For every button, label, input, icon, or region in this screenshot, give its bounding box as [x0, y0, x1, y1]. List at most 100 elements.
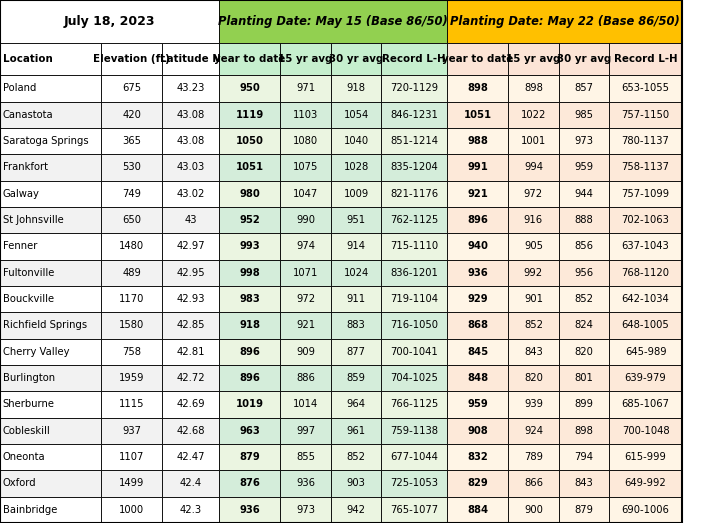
Text: Canastota: Canastota — [3, 110, 53, 120]
Text: 43: 43 — [184, 215, 197, 225]
Bar — [447, 180, 508, 207]
Text: 824: 824 — [574, 321, 593, 331]
Bar — [609, 497, 682, 523]
Bar — [381, 339, 447, 365]
Bar — [101, 75, 162, 101]
Text: 918: 918 — [239, 321, 260, 331]
Bar — [331, 418, 381, 444]
Bar — [559, 233, 609, 259]
Text: 937: 937 — [122, 426, 141, 436]
Text: 1050: 1050 — [236, 136, 264, 146]
Text: 42.69: 42.69 — [176, 400, 205, 410]
Bar — [447, 444, 508, 470]
Text: 852: 852 — [524, 321, 543, 331]
Text: 898: 898 — [524, 84, 543, 94]
Bar — [331, 128, 381, 154]
Text: 794: 794 — [574, 452, 593, 462]
Bar — [219, 365, 280, 391]
Bar — [101, 391, 162, 418]
Bar — [381, 365, 447, 391]
Text: Record L-H: Record L-H — [614, 54, 678, 64]
Text: 829: 829 — [467, 479, 488, 488]
Text: Bainbridge: Bainbridge — [3, 505, 57, 515]
Bar — [219, 259, 280, 286]
Text: 929: 929 — [467, 294, 488, 304]
Bar — [381, 233, 447, 259]
Text: 956: 956 — [574, 268, 593, 278]
Bar — [0, 470, 101, 497]
Bar — [447, 75, 508, 101]
Text: 972: 972 — [524, 189, 543, 199]
Text: 43.08: 43.08 — [176, 136, 205, 146]
Bar — [162, 391, 219, 418]
Text: 685-1067: 685-1067 — [621, 400, 670, 410]
Bar — [381, 207, 447, 233]
Text: 846-1231: 846-1231 — [390, 110, 438, 120]
Bar — [508, 207, 559, 233]
Text: 637-1043: 637-1043 — [621, 242, 669, 252]
Bar — [101, 339, 162, 365]
Text: 42.93: 42.93 — [176, 294, 205, 304]
Text: 918: 918 — [347, 84, 366, 94]
Text: Oxford: Oxford — [3, 479, 37, 488]
Bar — [280, 286, 331, 312]
Bar — [162, 312, 219, 339]
Bar — [609, 233, 682, 259]
Bar — [447, 43, 508, 75]
Bar — [280, 207, 331, 233]
Text: 959: 959 — [467, 400, 488, 410]
Bar — [219, 128, 280, 154]
Bar — [0, 75, 101, 101]
Text: 924: 924 — [524, 426, 543, 436]
Bar — [0, 312, 101, 339]
Text: 42.4: 42.4 — [179, 479, 202, 488]
Bar — [508, 418, 559, 444]
Bar — [331, 233, 381, 259]
Text: 15 yr avg: 15 yr avg — [278, 54, 333, 64]
Text: 848: 848 — [467, 373, 488, 383]
Text: 645-989: 645-989 — [625, 347, 666, 357]
Text: 896: 896 — [239, 373, 260, 383]
Text: 719-1104: 719-1104 — [390, 294, 438, 304]
Bar — [0, 339, 101, 365]
Text: 821-1176: 821-1176 — [390, 189, 438, 199]
Text: 765-1077: 765-1077 — [390, 505, 438, 515]
Bar — [508, 312, 559, 339]
Text: 903: 903 — [347, 479, 366, 488]
Bar — [381, 286, 447, 312]
Text: 884: 884 — [467, 505, 488, 515]
Bar — [331, 391, 381, 418]
Text: Poland: Poland — [3, 84, 36, 94]
Bar — [162, 43, 219, 75]
Bar — [559, 207, 609, 233]
Bar — [280, 444, 331, 470]
Bar — [559, 154, 609, 180]
Bar — [609, 444, 682, 470]
Bar — [609, 391, 682, 418]
Bar — [280, 497, 331, 523]
Bar — [447, 259, 508, 286]
Bar — [559, 75, 609, 101]
Bar — [559, 286, 609, 312]
Text: Planting Date: May 15 (Base 86/50): Planting Date: May 15 (Base 86/50) — [218, 15, 448, 28]
Text: 973: 973 — [296, 505, 315, 515]
Bar — [331, 207, 381, 233]
Text: 959: 959 — [574, 163, 593, 173]
Bar — [331, 101, 381, 128]
Bar — [219, 207, 280, 233]
Bar — [559, 391, 609, 418]
Bar — [447, 233, 508, 259]
Bar — [162, 444, 219, 470]
Bar — [609, 207, 682, 233]
Bar — [559, 259, 609, 286]
Bar — [101, 497, 162, 523]
Bar — [559, 128, 609, 154]
Bar — [219, 339, 280, 365]
Text: 801: 801 — [574, 373, 593, 383]
Text: 980: 980 — [239, 189, 260, 199]
Text: 964: 964 — [347, 400, 366, 410]
Text: 898: 898 — [467, 84, 488, 94]
Bar — [609, 365, 682, 391]
Text: 936: 936 — [239, 505, 260, 515]
Text: 1051: 1051 — [236, 163, 264, 173]
